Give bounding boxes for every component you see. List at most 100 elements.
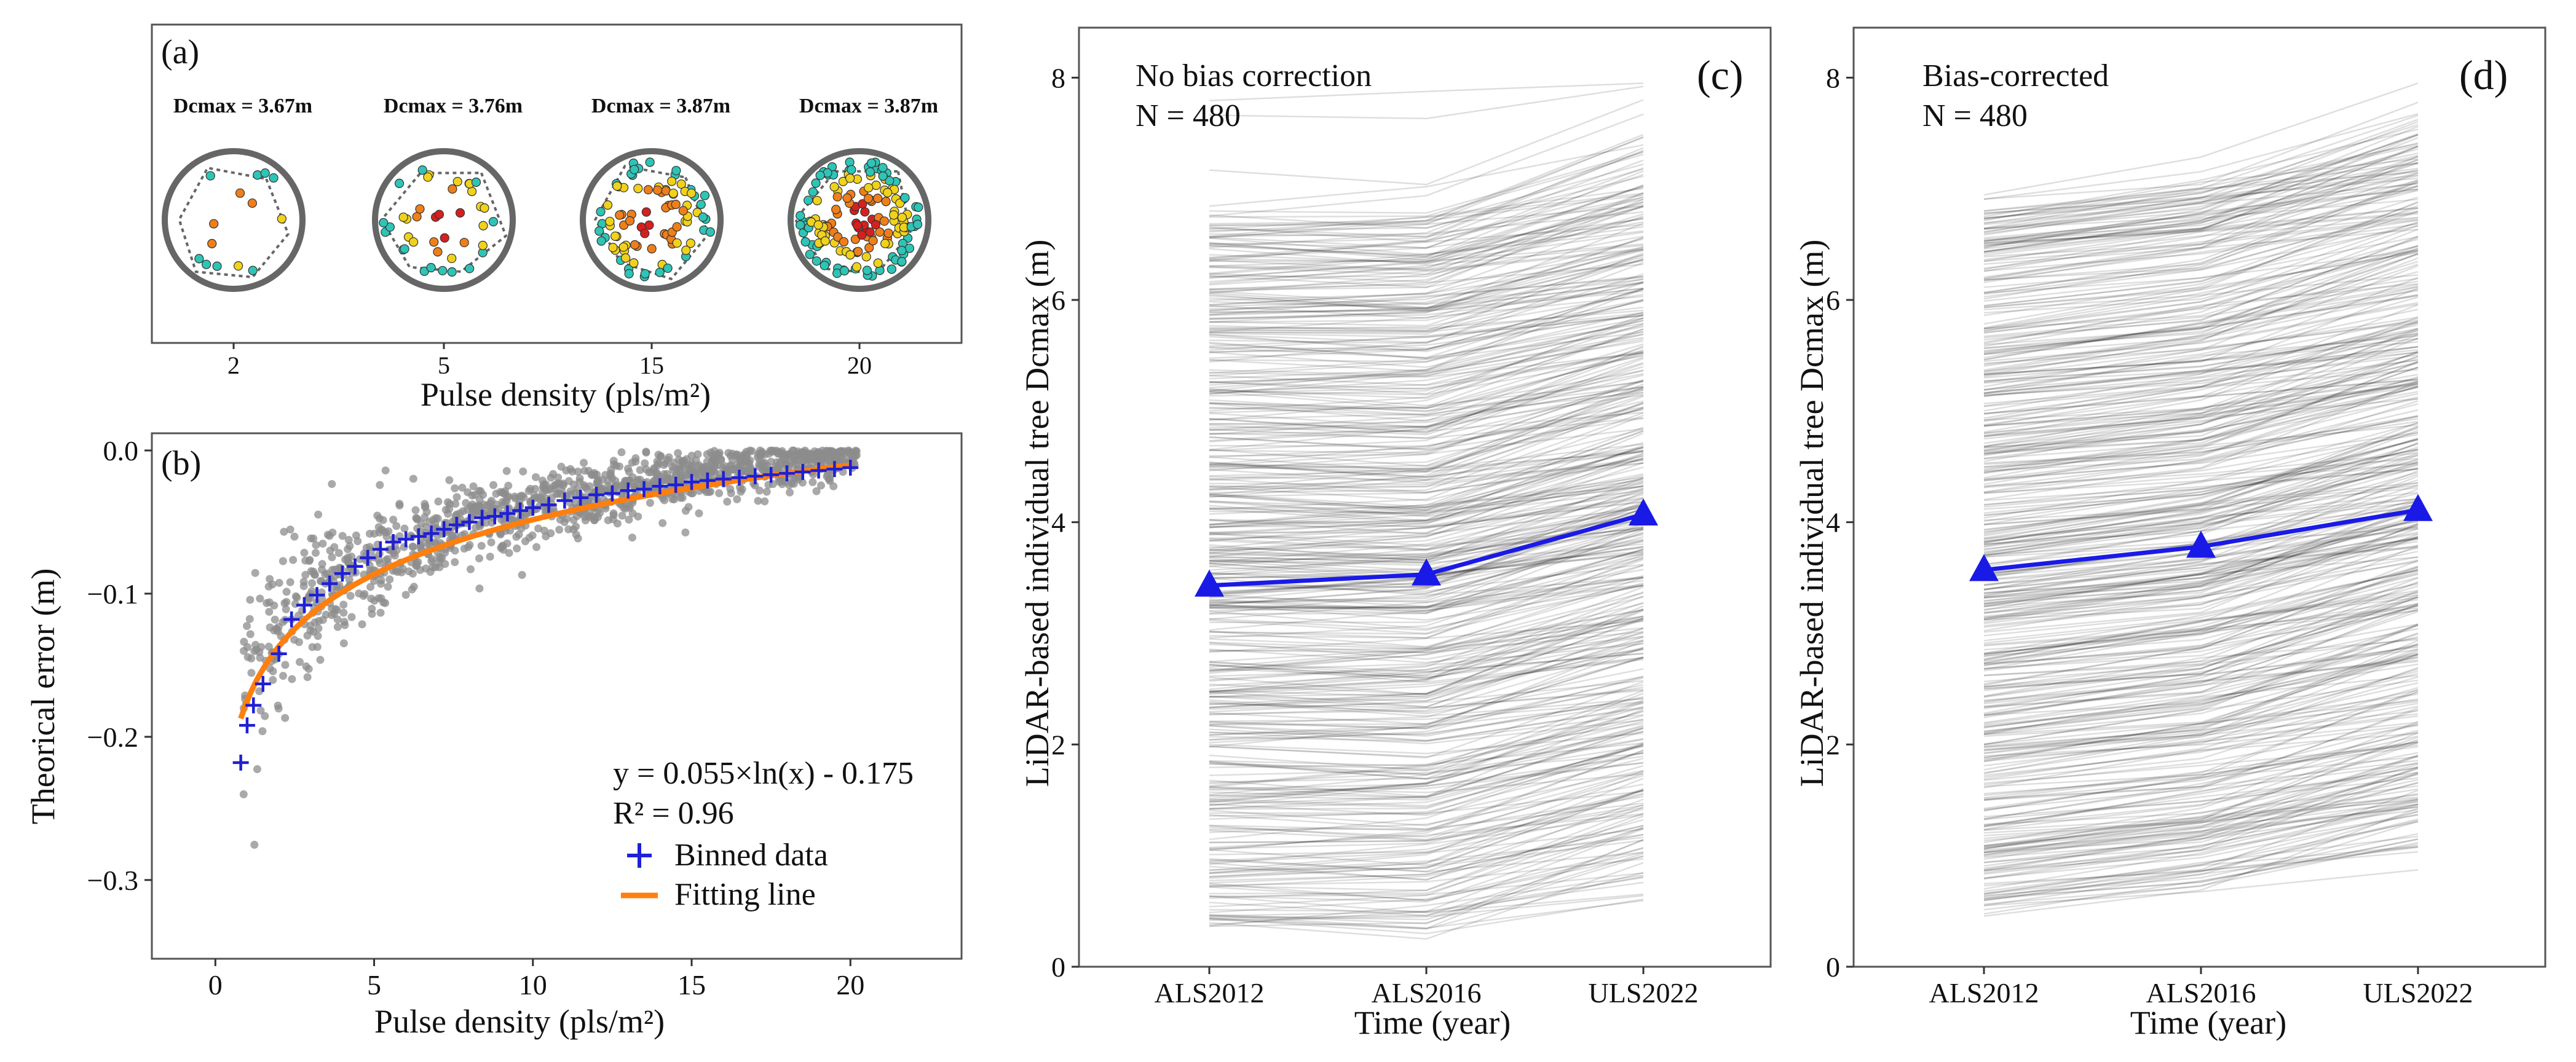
tree-line bbox=[1209, 855, 1644, 927]
lidar-point bbox=[676, 179, 686, 189]
binned-marker bbox=[322, 575, 338, 592]
tree-line bbox=[1209, 647, 1644, 748]
tree-line bbox=[1209, 273, 1644, 344]
tree-line bbox=[1983, 463, 2419, 546]
tree-line bbox=[1209, 636, 1644, 708]
tree-line bbox=[1983, 251, 2419, 309]
scatter-point bbox=[695, 509, 703, 517]
tree-line bbox=[1209, 788, 1644, 875]
tree-line bbox=[1209, 752, 1644, 807]
panel-d-label: (d) bbox=[2459, 52, 2508, 98]
tree-line bbox=[1983, 623, 2419, 733]
tree-line bbox=[1209, 281, 1644, 332]
scatter-point bbox=[365, 529, 374, 538]
tree-line bbox=[1983, 386, 2419, 468]
panel-d-xlabel: Time (year) bbox=[2130, 1004, 2286, 1041]
tree-line bbox=[1209, 501, 1644, 606]
scatter-point bbox=[574, 467, 582, 476]
tree-line bbox=[1983, 610, 2419, 664]
tree-line bbox=[1209, 706, 1644, 787]
scatter-point bbox=[401, 591, 410, 599]
lidar-point bbox=[904, 243, 915, 253]
tree-line bbox=[1983, 603, 2419, 670]
lidar-point bbox=[839, 237, 849, 247]
tree-line bbox=[1983, 807, 2419, 917]
tree-line bbox=[1209, 147, 1644, 238]
tree-line bbox=[1983, 216, 2419, 261]
scatter-point bbox=[299, 578, 308, 586]
tree-line bbox=[1983, 522, 2419, 633]
tree-line bbox=[1983, 754, 2419, 854]
lidar-point bbox=[624, 269, 634, 278]
tree-line bbox=[1209, 575, 1644, 631]
tree-line bbox=[1983, 551, 2419, 621]
lidar-point bbox=[878, 171, 888, 181]
tree-line bbox=[1209, 366, 1644, 431]
tree-line bbox=[1209, 527, 1644, 587]
scatter-point bbox=[330, 609, 339, 618]
lidar-point bbox=[678, 206, 688, 216]
lidar-point bbox=[629, 258, 639, 268]
lidar-point bbox=[448, 184, 457, 194]
panel-c-annotation-2: N = 480 bbox=[1136, 98, 1241, 133]
tree-line bbox=[1983, 382, 2419, 440]
tree-line bbox=[1209, 446, 1644, 529]
tree-line bbox=[1209, 288, 1644, 313]
tree-line bbox=[1983, 222, 2419, 307]
scatter-point bbox=[486, 553, 494, 561]
tree-line bbox=[1209, 444, 1644, 525]
tree-line bbox=[1983, 701, 2419, 747]
tree-line bbox=[1209, 757, 1644, 820]
tree-line bbox=[1209, 627, 1644, 708]
tree-line bbox=[1209, 246, 1644, 313]
scatter-point bbox=[625, 468, 633, 476]
tree-line bbox=[1209, 275, 1644, 316]
scatter-point bbox=[555, 525, 564, 534]
tree-line bbox=[1983, 632, 2419, 732]
scatter-point bbox=[715, 489, 724, 498]
tree-line bbox=[1983, 133, 2419, 229]
tree-line bbox=[1209, 792, 1644, 843]
tree-line bbox=[1983, 525, 2419, 595]
tree-line bbox=[1209, 260, 1644, 306]
tree-line bbox=[1209, 281, 1644, 311]
scatter-point bbox=[475, 554, 484, 563]
tree-line bbox=[1983, 779, 2419, 847]
scatter-point bbox=[294, 612, 302, 620]
tree-line bbox=[1983, 320, 2419, 438]
tree-line bbox=[1983, 519, 2419, 608]
lidar-point bbox=[873, 194, 883, 203]
tree-line bbox=[1983, 843, 2419, 915]
scatter-point bbox=[385, 575, 394, 584]
tree-line bbox=[1209, 690, 1644, 769]
tree-line bbox=[1209, 288, 1644, 360]
tree-line bbox=[1209, 299, 1644, 363]
tree-line bbox=[1209, 506, 1644, 552]
tree-line bbox=[1209, 643, 1644, 681]
lidar-point bbox=[897, 257, 907, 267]
tree-line bbox=[1983, 498, 2419, 551]
tree-line bbox=[1983, 589, 2419, 661]
tree-line bbox=[1209, 407, 1644, 478]
tree-line bbox=[1983, 144, 2419, 212]
tree-line bbox=[1209, 252, 1644, 335]
binned-marker bbox=[232, 754, 249, 771]
tree-line bbox=[1983, 377, 2419, 455]
tree-line bbox=[1983, 162, 2419, 229]
tree-line bbox=[1209, 136, 1644, 238]
tree-line bbox=[1983, 528, 2419, 618]
lidar-point bbox=[194, 254, 204, 264]
binned-marker bbox=[309, 587, 325, 604]
tree-line bbox=[1209, 719, 1644, 745]
tree-line bbox=[1209, 893, 1644, 914]
scatter-point bbox=[312, 541, 320, 549]
tree-line bbox=[1983, 424, 2419, 474]
tree-line bbox=[1209, 409, 1644, 447]
tree-line bbox=[1209, 323, 1644, 359]
scatter-point bbox=[261, 712, 269, 720]
panel-a-frame bbox=[151, 23, 963, 344]
scatter-point bbox=[429, 516, 437, 524]
lidar-point bbox=[878, 163, 888, 173]
tree-line bbox=[1983, 439, 2419, 534]
